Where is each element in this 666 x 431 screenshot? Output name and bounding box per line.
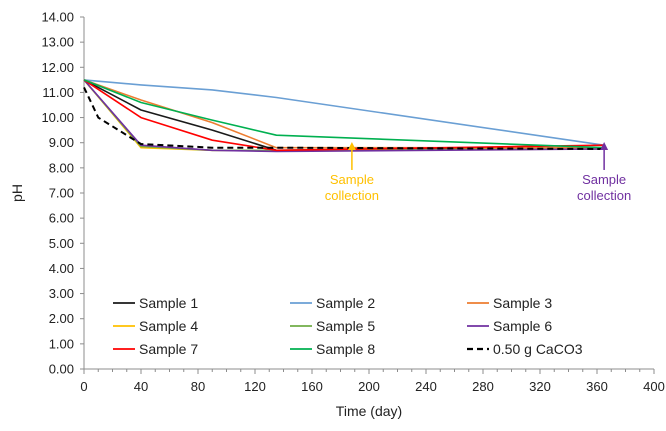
series-line-sample-3 [83,79,605,149]
y-tick-label: 11.00 [42,85,74,100]
y-tick-label: 10.00 [41,110,74,125]
legend-label: Sample 6 [493,318,552,334]
x-axis-ticks: 0 40 80 120 160 200 240 280 320 360 400 [80,369,665,394]
annotation-arrow-head [347,141,356,150]
legend-label: Sample 3 [493,295,552,311]
y-tick-label: 9.00 [49,135,74,150]
x-axis-title: Time (day) [336,403,402,419]
x-tick-label: 40 [134,379,148,394]
y-tick-label: 12.00 [41,60,74,75]
legend-label: Sample 7 [139,341,198,357]
annotation-label: Sample [330,172,374,187]
legend-label: Sample 5 [316,318,375,334]
legend-label: Sample 1 [139,295,198,311]
y-tick-label: 13.00 [41,35,74,50]
x-tick-label: 280 [472,379,494,394]
series-line-sample-7 [83,79,605,152]
y-axis-title: pH [9,184,25,202]
legend: Sample 1 Sample 2 Sample 3 Sample 4 Sample 5… [113,295,583,357]
x-tick-label: 160 [301,379,323,394]
y-tick-label: 0.00 [49,362,74,377]
annotation-label: collection [577,188,631,203]
y-tick-label: 5.00 [49,236,74,251]
x-tick-label: 400 [643,379,665,394]
x-tick-label: 80 [191,379,205,394]
series-line-sample-8 [83,79,605,149]
x-tick-label: 120 [244,379,266,394]
y-tick-label: 1.00 [49,336,74,351]
y-axis-ticks: 0.00 1.00 2.00 3.00 4.00 5.00 6.00 7.00 8.00 9.00… [41,10,84,377]
series-lines [83,79,605,153]
y-tick-label: 4.00 [49,261,74,276]
y-tick-label: 8.00 [49,160,74,175]
y-tick-label: 2.00 [49,311,74,326]
series-line-sample-6 [83,79,605,153]
x-tick-label: 240 [415,379,437,394]
legend-label: 0.50 g CaCO3 [493,341,583,357]
y-tick-label: 6.00 [49,211,74,226]
x-tick-label: 200 [358,379,380,394]
y-tick-label: 7.00 [49,186,74,201]
legend-label: Sample 4 [139,318,198,334]
legend-label: Sample 8 [316,341,375,357]
legend-label: Sample 2 [316,295,375,311]
series-line-0-50-g-caco3 [83,86,605,150]
y-tick-label: 3.00 [49,286,74,301]
y-tick-label: 14.00 [41,10,74,25]
annotation-label: Sample [582,172,626,187]
series-line-sample-1 [83,79,605,152]
x-tick-label: 360 [586,379,608,394]
annotation-arrow-head [600,141,609,150]
series-line-sample-2 [83,79,605,146]
x-tick-label: 320 [529,379,551,394]
annotation-label: collection [325,188,379,203]
x-tick-label: 0 [80,379,87,394]
